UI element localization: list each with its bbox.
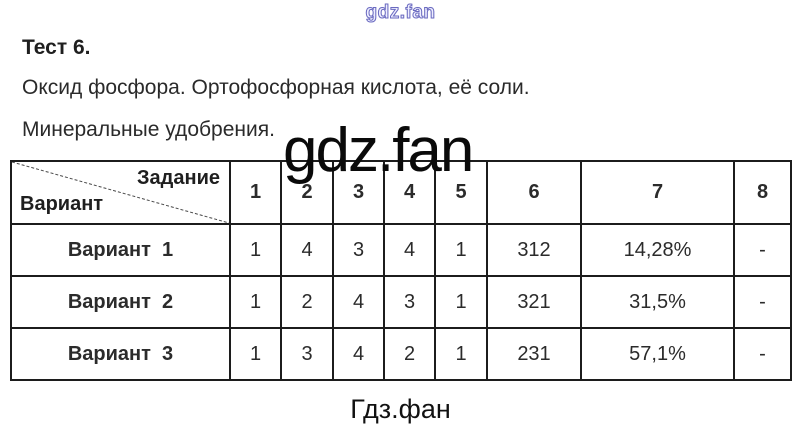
table-header-row: Задание Вариант 1 2 3 4 5 6 7 8 xyxy=(10,160,792,225)
answer-cell: 3 xyxy=(332,223,385,277)
answer-cell: 4 xyxy=(280,223,334,277)
site-watermark-top: gdz.fan xyxy=(365,2,436,24)
answer-cell: 2 xyxy=(280,275,334,329)
answer-cell: - xyxy=(733,275,792,329)
column-header-5: 5 xyxy=(434,160,488,225)
answer-cell: 4 xyxy=(332,327,385,381)
answer-cell: 1 xyxy=(229,275,282,329)
table-row: Вариант 3 1 3 4 2 1 231 57,1% - xyxy=(10,327,792,381)
answer-cell: 2 xyxy=(383,327,436,381)
column-header-4: 4 xyxy=(383,160,436,225)
answer-cell: 321 xyxy=(486,275,582,329)
diagonal-divider xyxy=(12,162,229,223)
column-header-2: 2 xyxy=(280,160,334,225)
test-title: Тест 6. xyxy=(22,36,91,59)
test-subtitle-line2: Минеральные удобрения. xyxy=(22,118,275,141)
answer-cell: 3 xyxy=(280,327,334,381)
answer-cell: - xyxy=(733,327,792,381)
answer-cell: 57,1% xyxy=(580,327,735,381)
row-label-variant-1: Вариант 1 xyxy=(10,223,231,277)
site-footer-label: Гдз.фан xyxy=(350,394,451,424)
column-header-6: 6 xyxy=(486,160,582,225)
table-row: Вариант 1 1 4 3 4 1 312 14,28% - xyxy=(10,223,792,277)
answer-cell: 1 xyxy=(229,327,282,381)
column-header-8: 8 xyxy=(733,160,792,225)
row-label-variant-3: Вариант 3 xyxy=(10,327,231,381)
answer-cell: 231 xyxy=(486,327,582,381)
test-subtitle-line1: Оксид фосфора. Ортофосфорная кислота, её… xyxy=(22,76,530,99)
answer-cell: 1 xyxy=(434,275,488,329)
answer-cell: 1 xyxy=(434,223,488,277)
column-header-3: 3 xyxy=(332,160,385,225)
headings-block: Тест 6. Оксид фосфора. Ортофосфорная кис… xyxy=(22,36,530,160)
column-header-7: 7 xyxy=(580,160,735,225)
row-label-variant-2: Вариант 2 xyxy=(10,275,231,329)
answer-cell: 312 xyxy=(486,223,582,277)
answer-cell: 4 xyxy=(332,275,385,329)
answer-cell: 1 xyxy=(229,223,282,277)
corner-cell: Задание Вариант xyxy=(10,160,231,225)
answers-table: Задание Вариант 1 2 3 4 5 6 7 8 Вариант … xyxy=(10,160,792,381)
answer-cell: - xyxy=(733,223,792,277)
answer-cell: 4 xyxy=(383,223,436,277)
corner-label-variant: Вариант xyxy=(20,193,104,215)
column-header-1: 1 xyxy=(229,160,282,225)
answer-cell: 1 xyxy=(434,327,488,381)
corner-label-task: Задание xyxy=(137,167,220,189)
answer-cell: 31,5% xyxy=(580,275,735,329)
answer-cell: 14,28% xyxy=(580,223,735,277)
table-row: Вариант 2 1 2 4 3 1 321 31,5% - xyxy=(10,275,792,329)
answer-cell: 3 xyxy=(383,275,436,329)
site-watermark-big: gdz.fan xyxy=(283,116,474,185)
